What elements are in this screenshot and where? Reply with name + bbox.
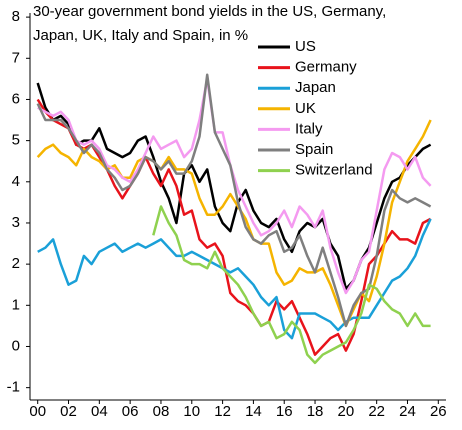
chart-title: 30-year government bond yields in the US… (33, 3, 386, 20)
y-tick-label: 5 (12, 132, 20, 149)
x-tick-label: 24 (399, 403, 416, 420)
x-tick-label: 22 (368, 403, 385, 420)
y-tick-label: 8 (12, 8, 20, 25)
legend-label: Spain (295, 141, 333, 158)
x-tick-label: 06 (122, 403, 139, 420)
y-tick-label: 3 (12, 214, 20, 231)
y-tick-label: 0 (12, 337, 20, 354)
series-line (37, 218, 432, 340)
chart-title: Japan, UK, Italy and Spain, in % (33, 27, 248, 44)
y-tick-label: 6 (12, 90, 20, 107)
series-line (152, 205, 431, 365)
y-tick-label: 2 (12, 255, 20, 272)
series-line (36, 82, 432, 291)
x-tick-label: 12 (214, 403, 231, 420)
legend-label: US (295, 38, 316, 55)
legend-label: Switzerland (295, 162, 373, 179)
y-tick-label: 1 (12, 296, 20, 313)
y-tick-label: -1 (7, 379, 20, 396)
x-tick-label: 18 (307, 403, 324, 420)
legend-label: Italy (295, 120, 323, 137)
series-line (37, 77, 432, 295)
x-tick-label: 04 (91, 403, 108, 420)
x-tick-label: 02 (60, 403, 77, 420)
x-tick-label: 16 (276, 403, 293, 420)
x-tick-label: 08 (153, 403, 170, 420)
y-tick-label: 7 (12, 49, 20, 66)
legend: US Germany Japan UK Italy Spain Switzerland (258, 38, 373, 179)
x-tick-label: 00 (29, 403, 46, 420)
y-tick-label: 4 (12, 173, 20, 190)
legend-label: UK (295, 100, 316, 117)
series-line (36, 98, 432, 356)
x-tick-label: 26 (430, 403, 447, 420)
x-tick-label: 10 (183, 403, 200, 420)
x-tick-label: 20 (338, 403, 355, 420)
legend-label: Japan (295, 79, 336, 96)
x-tick-label: 14 (245, 403, 262, 420)
legend-label: Germany (295, 59, 357, 76)
series-line (36, 73, 432, 328)
